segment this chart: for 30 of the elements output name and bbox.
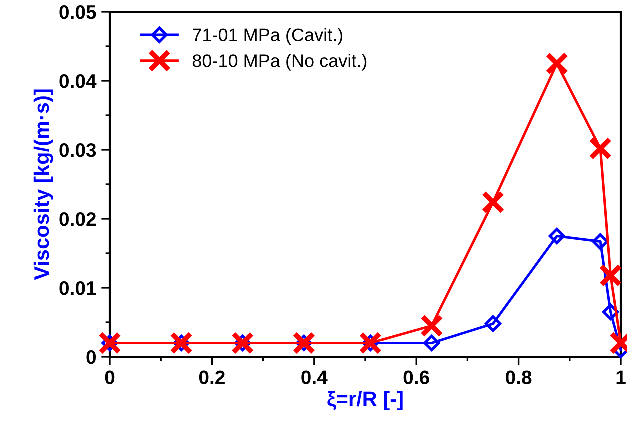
point — [424, 334, 440, 352]
y-axis-title: Viscosity [kg/(m·s)] — [34, 90, 54, 280]
point — [546, 52, 569, 76]
y-tick-label: 0.04 — [60, 74, 97, 88]
point — [170, 332, 193, 355]
legend-label: 71-01 MPa (Cavit.) — [193, 28, 343, 46]
y-tick-label: 0.01 — [60, 281, 96, 296]
x-tick-label: 0.8 — [506, 370, 532, 384]
point — [292, 332, 316, 355]
x-tick-label: 0 — [105, 370, 115, 384]
x-tick-label: 1 — [616, 370, 626, 384]
point — [359, 332, 382, 355]
point — [599, 264, 622, 288]
y-tick-label: 0.02 — [60, 212, 96, 226]
y-tick-label: 0 — [86, 350, 96, 364]
y-tick-label: 0.05 — [60, 5, 96, 20]
x-axis-title: ξ=r/R [-] — [328, 391, 403, 411]
y-tick-label: 0.03 — [60, 143, 96, 158]
x-tick-label: 0.6 — [404, 370, 430, 384]
point — [484, 316, 502, 332]
point — [592, 234, 609, 250]
x-tick-label: 0.2 — [199, 370, 225, 384]
point — [231, 332, 254, 355]
legend-label: 80-10 MPa (No cavit.) — [192, 54, 367, 71]
point — [98, 332, 122, 355]
point — [589, 137, 612, 160]
point — [548, 228, 566, 245]
x-tick-label: 0.4 — [302, 370, 328, 384]
point — [420, 314, 444, 338]
point — [482, 190, 505, 214]
